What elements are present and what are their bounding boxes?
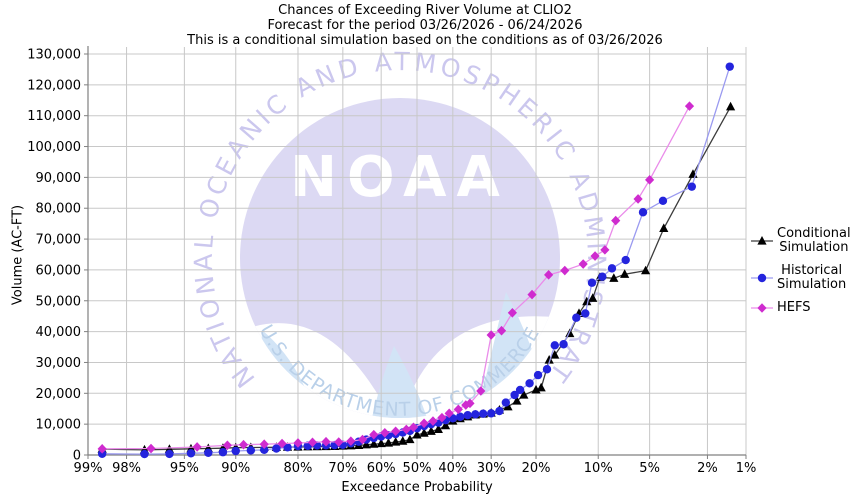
x-tick-label: 80% bbox=[284, 461, 313, 476]
grid-layer bbox=[87, 47, 747, 455]
x-tick-label: 20% bbox=[522, 461, 551, 476]
y-tick-label: 20,000 bbox=[36, 387, 82, 402]
legend-item-hefs: HEFS bbox=[750, 301, 850, 315]
y-tick-label: 10,000 bbox=[36, 418, 82, 433]
x-tick-label: 10% bbox=[584, 461, 613, 476]
chart-subtitle-period: Forecast for the period 03/26/2026 - 06/… bbox=[267, 18, 583, 33]
x-tick-label: 50% bbox=[403, 461, 432, 476]
chart-title: Chances of Exceeding River Volume at CLI… bbox=[278, 3, 572, 18]
x-tick-label: 1% bbox=[736, 461, 757, 476]
x-tick-label: 2% bbox=[697, 461, 718, 476]
x-tick-label: 70% bbox=[328, 461, 357, 476]
y-tick-label: 120,000 bbox=[27, 78, 81, 93]
x-tick-label: 5% bbox=[639, 461, 660, 476]
y-tick-label: 30,000 bbox=[36, 356, 82, 371]
noaa-sea-wedge-center bbox=[370, 346, 430, 418]
y-tick-label: 40,000 bbox=[36, 325, 82, 340]
y-tick-label: 70,000 bbox=[36, 233, 82, 248]
chart-subtitle-conditions: This is a conditional simulation based o… bbox=[187, 33, 663, 48]
historical-simulation-marker-icon bbox=[751, 273, 773, 283]
y-tick-label: 60,000 bbox=[36, 263, 82, 278]
axes-layer: 99% 98% 95% 90% 80% 70% 60% 50% 40% 30% 20% 10% 5% 2%… bbox=[27, 46, 756, 476]
y-tick-label: 130,000 bbox=[27, 48, 81, 63]
legend-label: HEFS bbox=[777, 300, 811, 315]
chart-legend: Conditional Simulation Historical Simula… bbox=[750, 227, 850, 315]
hefs-marker-icon bbox=[751, 303, 773, 313]
conditional-simulation-marker-icon bbox=[751, 236, 773, 245]
noaa-watermark: NOAA NATIONAL OCEANIC AND ATMOSPHERIC AD… bbox=[0, 0, 609, 421]
x-axis-label: Exceedance Probability bbox=[341, 480, 493, 495]
legend-label: Historical Simulation bbox=[777, 263, 847, 292]
y-tick-label: 80,000 bbox=[36, 202, 82, 217]
y-tick-label: 100,000 bbox=[27, 140, 81, 155]
y-tick-label: 110,000 bbox=[27, 109, 81, 124]
y-tick-label: 90,000 bbox=[36, 171, 82, 186]
legend-label: Conditional Simulation bbox=[777, 226, 850, 255]
legend-item-historical-simulation: Historical Simulation bbox=[750, 264, 850, 292]
x-tick-label: 90% bbox=[221, 461, 250, 476]
x-tick-label: 95% bbox=[170, 461, 199, 476]
x-tick-label: 30% bbox=[477, 461, 506, 476]
chart-title-block: Chances of Exceeding River Volume at CLI… bbox=[0, 3, 850, 48]
x-tick-label: 98% bbox=[112, 461, 141, 476]
series-historical-simulation bbox=[97, 62, 734, 459]
y-tick-label: 0 bbox=[73, 449, 81, 464]
x-tick-label: 60% bbox=[367, 461, 396, 476]
legend-item-conditional-simulation: Conditional Simulation bbox=[750, 227, 850, 255]
y-tick-label: 50,000 bbox=[36, 294, 82, 309]
series-hefs bbox=[97, 101, 695, 454]
x-tick-label: 99% bbox=[74, 461, 103, 476]
x-tick-label: 40% bbox=[438, 461, 467, 476]
